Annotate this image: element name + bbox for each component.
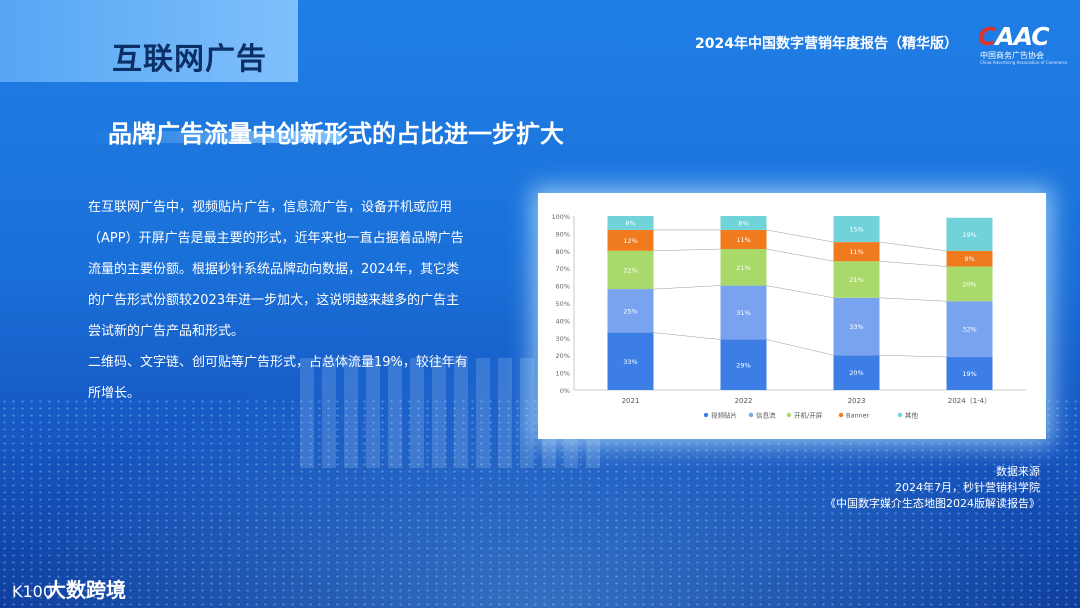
data-label: 9% [964, 255, 974, 263]
connector-line [879, 354, 947, 358]
y-tick-label: 80% [556, 248, 570, 256]
bar-segment [607, 332, 654, 390]
report-title: 2024年中国数字营销年度报告（精华版） [695, 36, 958, 52]
x-tick-label: 2024（1-4） [948, 397, 991, 405]
bar-segment [833, 355, 880, 390]
caac-logo: CAAC 中国商务广告协会 China Advertising Associat… [978, 22, 1067, 65]
bar-segment [833, 297, 880, 356]
legend-marker [786, 412, 792, 418]
connector-line [766, 248, 834, 262]
data-label: 22% [623, 266, 637, 274]
data-label: 32% [962, 326, 976, 334]
y-tick-label: 100% [551, 213, 570, 221]
data-label: 19% [962, 370, 976, 378]
bar-segment [946, 356, 993, 390]
section-title: 互联网广告 [112, 42, 267, 77]
data-label: 21% [849, 276, 863, 284]
data-label: 19% [962, 231, 976, 239]
data-label: 11% [849, 248, 863, 256]
legend-label: 视频贴片 [711, 411, 737, 420]
bar-segment [946, 301, 993, 357]
bar-segment [720, 339, 767, 390]
headline-underline [92, 131, 342, 143]
data-label: 12% [623, 237, 637, 245]
bar-segment [720, 216, 767, 230]
data-label: 8% [738, 219, 748, 227]
legend-label: Banner [846, 412, 870, 420]
y-tick-label: 50% [556, 300, 570, 308]
bar-segment [946, 266, 993, 302]
logo-tagline: China Advertising Association of Commerc… [980, 60, 1068, 65]
section-title-box [0, 0, 298, 82]
bar-segment [833, 242, 880, 262]
source-line-1: 2024年7月，秒针营销科学院 [895, 481, 1040, 494]
legend-label: 信息流 [756, 411, 776, 420]
bar-segment [607, 229, 654, 251]
legend-label: 其他 [905, 411, 919, 420]
connector-line [653, 332, 721, 340]
legend-marker [897, 412, 903, 418]
data-label: 11% [736, 236, 750, 244]
data-label: 31% [736, 309, 750, 317]
legend-label: 开机/开屏 [794, 411, 823, 420]
connector-line [766, 229, 834, 243]
bar-segment [946, 250, 993, 267]
bar-segment [833, 216, 880, 243]
connector-line [653, 285, 721, 290]
y-tick-label: 20% [556, 352, 570, 360]
legend-marker [838, 412, 844, 418]
bar-segment [833, 261, 880, 298]
chart-card: 0% 10% 20% 30% 40% 50% 60% 70% 80% 90% 100% 33% 25% 2… [538, 193, 1046, 439]
data-label: 25% [623, 307, 637, 315]
data-label: 29% [736, 361, 750, 369]
x-tick-label: 2022 [735, 397, 753, 405]
bar-segment [607, 289, 654, 333]
legend-marker [703, 412, 709, 418]
data-label: 20% [962, 280, 976, 288]
bar-segment [720, 229, 767, 250]
bar-segment [720, 285, 767, 340]
y-tick-label: 0% [560, 387, 570, 395]
y-tick-label: 40% [556, 317, 570, 325]
legend-marker [748, 412, 754, 418]
data-source: 数据来源 2024年7月，秒针营销科学院 《中国数字媒介生态地图2024版解读报… [825, 464, 1040, 512]
source-label: 数据来源 [996, 465, 1040, 478]
brand-watermark: K100大数跨境 [12, 574, 126, 603]
brand-name: 大数跨境 [46, 578, 126, 602]
data-label: 8% [625, 219, 635, 227]
data-label: 33% [849, 323, 863, 331]
brand-icon: K100 [12, 582, 54, 601]
y-tick-label: 90% [556, 230, 570, 238]
x-tick-label: 2023 [848, 397, 866, 405]
data-label: 20% [849, 369, 863, 377]
bar-segment [946, 217, 993, 251]
headline: 品牌广告流量中创新形式的占比进一步扩大 [108, 120, 564, 148]
data-label: 15% [849, 226, 863, 234]
connector-line [653, 248, 721, 252]
connector-line [879, 260, 947, 267]
paragraph-1: 在互联网广告中，视频贴片广告，信息流广告，设备开机或应用（APP）开屏广告是最主… [88, 200, 464, 339]
paragraph-2: 二维码、文字链、创可贴等广告形式，占总体流量19%，较往年有所增长。 [88, 355, 468, 401]
connector-line [879, 241, 947, 252]
data-label: 21% [736, 264, 750, 272]
stacked-bar-chart: 0% 10% 20% 30% 40% 50% 60% 70% 80% 90% 100% 33% 25% 2… [551, 213, 1026, 420]
y-tick-label: 10% [556, 370, 570, 378]
connector-line [766, 285, 834, 299]
source-line-2: 《中国数字媒介生态地图2024版解读报告》 [825, 497, 1040, 510]
y-tick-label: 60% [556, 283, 570, 291]
data-label: 33% [623, 358, 637, 366]
connector-line [766, 339, 834, 356]
y-tick-label: 30% [556, 335, 570, 343]
body-text: 在互联网广告中，视频贴片广告，信息流广告，设备开机或应用（APP）开屏广告是最主… [88, 192, 468, 409]
connector-line [879, 297, 947, 302]
bar-segment [720, 249, 767, 286]
logo-subtitle: 中国商务广告协会 [980, 51, 1044, 60]
logo-mark: CAAC [978, 22, 1050, 51]
bar-segment [607, 250, 654, 290]
y-tick-label: 70% [556, 265, 570, 273]
bar-segment [607, 216, 654, 230]
x-tick-label: 2021 [622, 397, 640, 405]
